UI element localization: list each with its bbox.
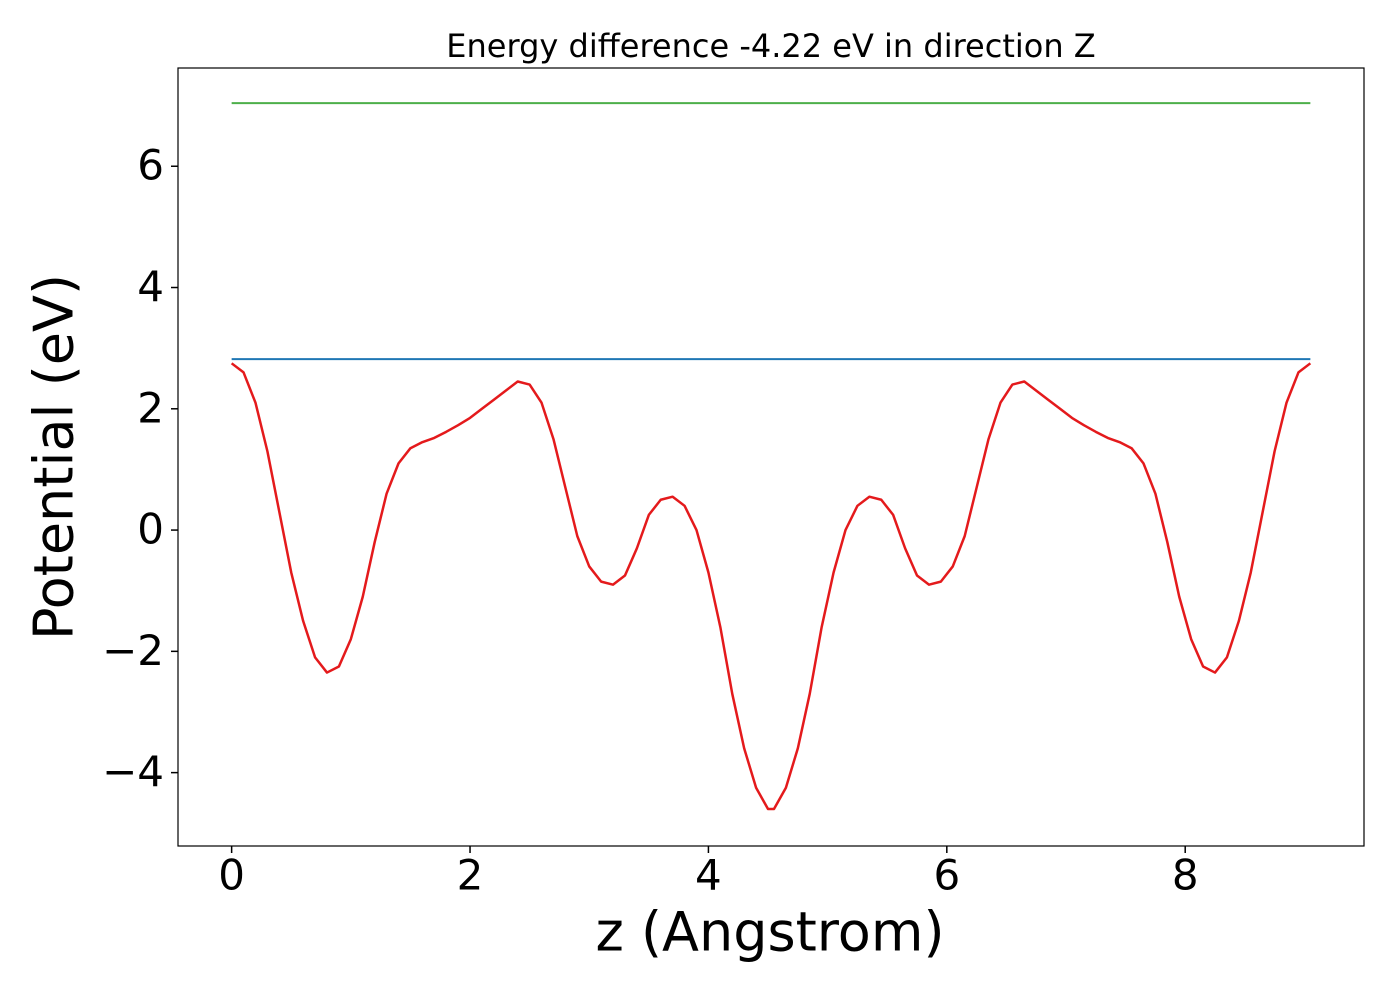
x-axis-label: z (Angstrom) xyxy=(595,901,944,964)
chart-title: Energy difference -4.22 eV in direction … xyxy=(446,27,1095,65)
x-tick-label: 4 xyxy=(695,851,722,900)
y-tick-label: 6 xyxy=(137,141,164,190)
y-tick-label: 2 xyxy=(137,383,164,432)
x-tick-label: 0 xyxy=(218,851,245,900)
plot-frame xyxy=(177,67,1365,847)
line-series xyxy=(230,362,1312,811)
y-tick-label: −2 xyxy=(102,626,164,675)
y-tick-label: 4 xyxy=(137,262,164,311)
x-tick-label: 2 xyxy=(457,851,484,900)
x-tick-label: 8 xyxy=(1172,851,1199,900)
y-tick-label: 0 xyxy=(137,505,164,554)
y-axis-label: Potential (eV) xyxy=(23,274,86,640)
y-tick-label: −4 xyxy=(102,747,164,796)
x-tick-label: 6 xyxy=(933,851,960,900)
